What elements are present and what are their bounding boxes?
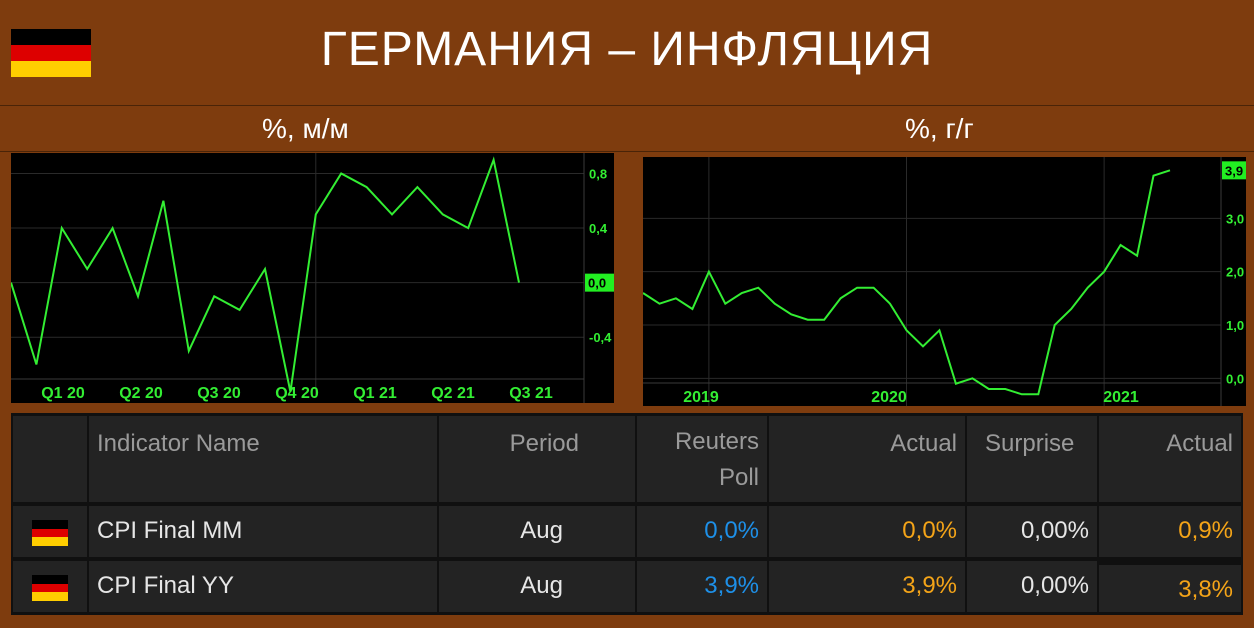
row-1-surprise: 0,00% — [967, 506, 1097, 557]
header-reuters-poll-line1: Reuters — [674, 428, 759, 455]
series-line — [11, 156, 520, 393]
current-value-marker — [585, 273, 614, 292]
y-tick-label: 1,0 — [1226, 318, 1244, 333]
row-2-surprise: 0,00% — [967, 561, 1097, 612]
x-tick-label: Q1 21 — [353, 385, 397, 402]
current-value-label: 3,9 — [1225, 163, 1243, 178]
subtitle-bar — [0, 107, 1254, 152]
series-line — [643, 169, 1171, 396]
row-flag-cell — [13, 506, 87, 557]
chart-mm-title: %, м/м — [262, 113, 349, 144]
header-period: Period — [439, 416, 635, 502]
row-1-reuters-poll: 0,0% — [637, 506, 767, 557]
germany-flag-icon — [11, 29, 91, 77]
row-1-actual-prev: 0,9% — [1099, 506, 1241, 557]
y-tick-label: 0,8 — [589, 166, 607, 181]
germany-flag-icon — [32, 520, 68, 547]
row-flag-cell — [13, 561, 87, 612]
current-value-label: 0,0 — [588, 276, 606, 291]
header-surprise: Surprise — [967, 416, 1097, 502]
x-tick-label: 2021 — [1103, 389, 1139, 406]
y-tick-label: 3,0 — [1226, 211, 1244, 226]
header-actual: Actual — [769, 416, 965, 502]
row-2-reuters-poll: 3,9% — [637, 561, 767, 612]
x-tick-label: Q4 20 — [275, 385, 319, 402]
row-2-actual: 3,9% — [769, 561, 965, 612]
indicators-table: Indicator Name Period Reuters Poll Actua… — [11, 413, 1243, 615]
header-flag-cell — [13, 416, 87, 502]
x-tick-label: Q2 21 — [431, 385, 475, 402]
x-tick-label: 2019 — [683, 389, 719, 406]
x-tick-label: 2020 — [871, 389, 907, 406]
header-reuters-poll: Reuters Poll — [637, 416, 767, 502]
header-reuters-poll-line2: Poll — [718, 464, 759, 491]
row-1-period: Aug — [439, 506, 635, 557]
chart-yy-title: %, г/г — [905, 113, 974, 144]
y-tick-label: -0,4 — [589, 330, 612, 345]
row-1-indicator-name: CPI Final MM — [89, 506, 437, 557]
current-value-marker — [1222, 161, 1246, 180]
y-tick-label: 0,4 — [589, 221, 608, 236]
chart-yy: 3,0 2,0 1,0 0,0 3,9 2019 2020 2021 — [643, 157, 1246, 406]
title-bar — [0, 0, 1254, 106]
x-tick-label: Q2 20 — [119, 385, 163, 402]
row-2-period: Aug — [439, 561, 635, 612]
x-tick-label: Q3 20 — [197, 385, 241, 402]
row-2-actual-prev: 3,8% — [1099, 565, 1241, 612]
germany-flag-icon — [32, 575, 68, 602]
chart-yy-panel: 3,0 2,0 1,0 0,0 3,9 2019 2020 2021 — [643, 157, 1246, 406]
x-tick-label: Q3 21 — [509, 385, 553, 402]
row-1-actual: 0,0% — [769, 506, 965, 557]
x-tick-label: Q1 20 — [41, 385, 85, 402]
header-actual-prev: Actual — [1099, 416, 1241, 502]
row-2-indicator-name: CPI Final YY — [89, 561, 437, 612]
y-tick-label: 0,0 — [1226, 371, 1244, 386]
y-tick-label: 2,0 — [1226, 265, 1244, 280]
page-title: ГЕРМАНИЯ – ИНФЛЯЦИЯ — [320, 23, 934, 76]
header-indicator-name: Indicator Name — [89, 416, 437, 502]
